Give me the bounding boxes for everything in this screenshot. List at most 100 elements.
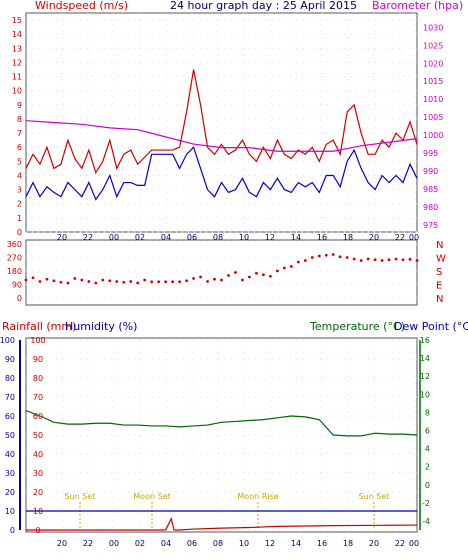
- barometer-tick-label: 995: [423, 149, 438, 158]
- windspeed-tick-label: 10: [12, 87, 22, 96]
- rainfall-tick-label: 90: [5, 355, 15, 364]
- x-tick-label-bottom: 00: [409, 539, 419, 548]
- direction-point: [150, 280, 154, 284]
- x-tick-label-bottom: 08: [213, 539, 223, 548]
- direction-point: [38, 280, 42, 283]
- direction-point: [87, 280, 91, 283]
- series-line-barometer: [25, 120, 418, 152]
- direction-point: [45, 277, 49, 281]
- barometer-tick-label: 1020: [423, 59, 443, 68]
- windspeed-axis-label: Windspeed (m/s): [35, 0, 128, 12]
- windspeed-tick-label: 4: [17, 171, 22, 180]
- series-line-gust-direction-avg: [25, 146, 418, 201]
- windspeed-tick-label: 9: [17, 101, 22, 110]
- series-line-windspeed: [25, 69, 418, 175]
- direction-tick-label: 180: [7, 267, 22, 276]
- direction-point: [52, 279, 56, 283]
- direction-tick-label: 90: [12, 281, 22, 290]
- windspeed-tick-label: 6: [17, 143, 22, 152]
- temperature-axis-label: Temperature (°C): [309, 320, 405, 333]
- compass-label: N: [436, 240, 443, 251]
- windspeed-tick-label: 15: [12, 16, 22, 25]
- windspeed-tick-label: 2: [17, 200, 22, 209]
- direction-point: [164, 280, 168, 284]
- barometer-tick-label: 985: [423, 185, 438, 194]
- x-tick-label: 14: [291, 233, 301, 242]
- x-tick-label: 22: [395, 233, 405, 242]
- rainfall-tick-label: 20: [5, 488, 15, 497]
- windspeed-tick-label: 0: [17, 228, 22, 237]
- astro-annotation: Moon Rise: [237, 492, 278, 501]
- direction-point: [136, 281, 140, 285]
- rainfall-tick-label: 10: [5, 507, 15, 516]
- rainfall-tick-label: 70: [5, 393, 15, 402]
- x-tick-label: 00: [109, 233, 119, 242]
- x-tick-label: 20: [57, 233, 67, 242]
- rainfall-tick-label: 0: [10, 526, 15, 535]
- x-tick-label-bottom: 02: [135, 539, 145, 548]
- rainfall-tick-label: 40: [5, 450, 15, 459]
- temperature-tick-label: 14: [420, 354, 430, 363]
- x-tick-label-bottom: 18: [343, 539, 353, 548]
- x-tick-label-bottom: 12: [265, 539, 275, 548]
- barometer-tick-label: 975: [423, 221, 438, 230]
- humidity-axis-label: Humidity (%): [65, 320, 137, 333]
- x-tick-label-bottom: 14: [291, 539, 301, 548]
- dewpoint-axis-label: Dew Point (°C): [394, 320, 468, 333]
- x-tick-label: 00: [409, 233, 419, 242]
- direction-point: [185, 279, 188, 283]
- direction-point: [268, 274, 272, 278]
- rainfall-tick-label: 60: [5, 412, 15, 421]
- x-tick-label-bottom: 22: [83, 539, 93, 548]
- x-tick-label-bottom: 10: [239, 539, 249, 548]
- astro-annotation: Sun Set: [65, 492, 96, 501]
- direction-point: [248, 275, 251, 279]
- x-tick-label: 18: [343, 233, 353, 242]
- direction-point: [199, 275, 202, 279]
- direction-point: [415, 259, 419, 262]
- series-line-temperature: [25, 410, 418, 437]
- temperature-tick-label: 16: [420, 336, 430, 345]
- barometer-axis-label: Barometer (hpa): [372, 0, 463, 12]
- humidity-tick-label: 40: [33, 450, 43, 459]
- temperature-tick-label: 12: [420, 372, 430, 381]
- panel1-frame: [25, 12, 418, 233]
- barometer-tick-label: 1010: [423, 95, 443, 104]
- humidity-tick-label: 50: [33, 431, 43, 440]
- x-tick-label: 10: [239, 233, 249, 242]
- temperature-tick-label: 6: [425, 426, 430, 435]
- windspeed-tick-label: 3: [17, 186, 22, 195]
- direction-point: [234, 271, 237, 274]
- humidity-tick-label: 70: [33, 393, 43, 402]
- x-tick-label: 20: [369, 233, 379, 242]
- direction-point: [255, 271, 258, 275]
- direction-point: [261, 273, 265, 277]
- windspeed-tick-label: 1: [17, 214, 22, 223]
- temperature-tick-label: 2: [425, 463, 430, 472]
- direction-point: [171, 280, 175, 284]
- direction-point: [129, 280, 133, 283]
- direction-point: [94, 281, 98, 285]
- direction-point: [24, 278, 28, 282]
- barometer-tick-label: 1000: [423, 131, 443, 140]
- x-tick-label-bottom: 04: [161, 539, 171, 548]
- x-tick-label: 16: [317, 233, 327, 242]
- x-tick-label: 06: [187, 233, 197, 242]
- compass-label: N: [436, 294, 443, 305]
- direction-point: [108, 279, 112, 283]
- direction-point: [296, 260, 300, 264]
- direction-point: [352, 257, 356, 261]
- direction-point: [338, 255, 342, 259]
- direction-point: [289, 265, 293, 268]
- direction-point: [408, 257, 412, 261]
- direction-point: [275, 269, 279, 273]
- barometer-tick-label: 1005: [423, 113, 443, 122]
- rainfall-tick-label: 30: [5, 469, 15, 478]
- x-tick-label-bottom: 20: [369, 539, 379, 548]
- direction-point: [157, 280, 161, 284]
- windspeed-tick-label: 14: [12, 30, 22, 39]
- direction-point: [241, 278, 244, 282]
- rainfall-tick-label: 100: [0, 336, 15, 345]
- direction-point: [220, 278, 223, 282]
